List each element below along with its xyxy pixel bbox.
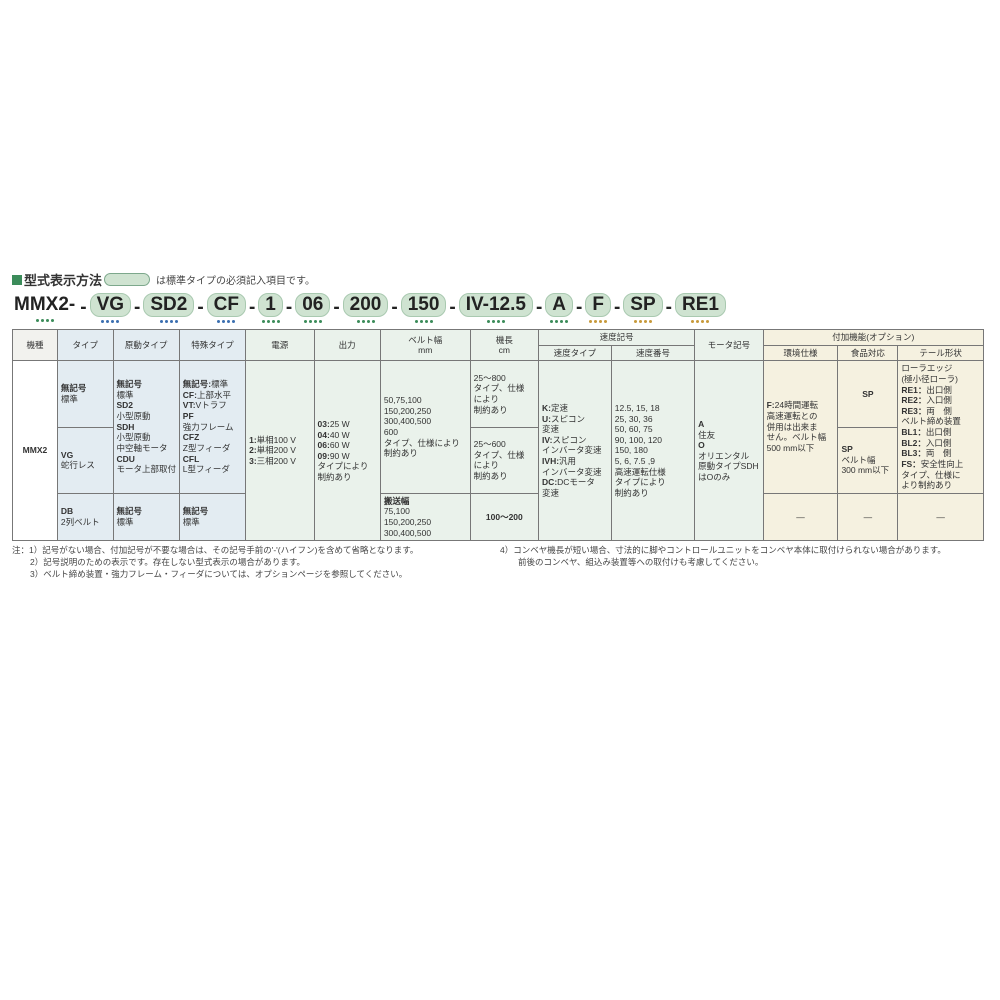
cell-power: 1:単相100 V2:単相200 V3:三相200 V [246,361,314,541]
section-title: 型式表示方法 は標準タイプの必須記入項目です。 [12,270,988,289]
code-seg-6: 200 [343,293,389,317]
hdr-special: 特殊タイプ [179,330,245,361]
hdr-speed: 速度記号 [539,330,695,346]
hdr-option: 付加機能(オプション) [763,330,983,346]
row-db: DB2列ベルト 無記号標準 無記号標準 搬送幅75,100150,200,250… [13,493,984,541]
spec-table: 機種 タイプ 原動タイプ 特殊タイプ 電源 出力 ベルト幅mm 機長cm 速度記… [12,329,984,541]
cell-model: MMX2 [13,361,58,541]
code-seg-5: 06 [295,293,330,317]
header-row-1: 機種 タイプ 原動タイプ 特殊タイプ 電源 出力 ベルト幅mm 機長cm 速度記… [13,330,984,346]
code-seg-4: 1 [258,293,283,317]
cell-food-dash: — [838,493,898,541]
fn-4: 4）コンベヤ機長が短い場合、寸法的に脚やコントロールユニットをコンベヤ本体に取付… [500,544,988,556]
cell-speed-type: K:定速U:スピコン変速IV:スピコンインバータ変速IVH:汎用インバータ変速D… [539,361,612,541]
hdr-speed-num: 速度番号 [611,345,694,361]
hdr-drive: 原動タイプ [113,330,179,361]
cell-type-db: DB2列ベルト [57,493,113,541]
cell-output: 03:25 W04:40 W06:60 W09:90 Wタイプにより制約あり [314,361,380,541]
cell-food-2: SPベルト幅300 mm以下 [838,427,898,493]
title-note: は標準タイプの必須記入項目です。 [156,272,315,287]
cell-len-2: 25〜600タイプ、仕様により制約あり [470,427,538,493]
code-seg-9: A [545,293,573,317]
title-marker [12,275,22,285]
fn-5: 前後のコンベヤ、組込み装置等への取付けも考慮してください。 [500,556,988,568]
code-seg-3: CF [207,293,246,317]
fn-3: 3）ベルト締め装置・強力フレーム・フィーダについては、オプションページを参照して… [12,568,500,580]
cell-env: F:24時間運転高速運転との併用は出来ません。ベルト幅500 mm以下 [763,361,838,494]
cell-len-1: 25〜800タイプ、仕様により制約あり [470,361,538,427]
cell-special-main: 無記号:標準CF:上部水平VT:VトラフPF強力フレームCFZZ型フィーダCFL… [179,361,245,494]
hdr-model: 機種 [13,330,58,361]
hdr-speed-type: 速度タイプ [539,345,612,361]
code-seg-1: VG [90,293,131,317]
footnotes: 注：1）記号がない場合、付加記号が不要な場合は、その記号手前の'-'(ハイフン)… [12,544,988,580]
cell-speed-num: 12.5, 15, 1825, 30, 3650, 60, 7590, 100,… [611,361,694,541]
hdr-food: 食品対応 [838,345,898,361]
cell-len-3: 100〜200 [470,493,538,541]
hdr-power: 電源 [246,330,314,361]
cell-food-1: SP [838,361,898,427]
cell-tail-dash: — [898,493,984,541]
hdr-tail: テール形状 [898,345,984,361]
cell-type-vg: VG蛇行レス [57,427,113,493]
row-std: MMX2 無記号標準 無記号標準SD2小型原動SDH小型原動中空軸モータCDUモ… [13,361,984,427]
fn-1: 注：1）記号がない場合、付加記号が不要な場合は、その記号手前の'-'(ハイフン)… [12,544,500,556]
cell-tail: ローラエッジ(極小径ローラ)RE1：出口側RE2：入口側RE3：両 側ベルト締め… [898,361,984,494]
hdr-motor: モータ記号 [695,330,763,361]
cell-special-2: 無記号標準 [179,493,245,541]
code-seg-10: F [585,293,611,317]
cell-env-dash: — [763,493,838,541]
legend-pill [104,273,150,286]
code-seg-11: SP [623,293,662,317]
code-seg-12: RE1 [675,293,726,317]
fn-2: 2）記号説明のための表示です。存在しない型式表示の場合があります。 [12,556,500,568]
title-text: 型式表示方法 [24,270,102,289]
hdr-width: ベルト幅mm [380,330,470,361]
cell-type-std: 無記号標準 [57,361,113,427]
cell-width-1: 50,75,100150,200,250300,400,500600タイプ、仕様… [380,361,470,494]
code-seg-8: IV-12.5 [459,293,533,317]
cell-drive-main: 無記号標準SD2小型原動SDH小型原動中空軸モータCDUモータ上部取付 [113,361,179,494]
code-seg-0: MMX2- [12,294,77,316]
hdr-output: 出力 [314,330,380,361]
cell-drive-2: 無記号標準 [113,493,179,541]
code-seg-7: 150 [401,293,447,317]
cell-motor: A住友Oオリエンタル原動タイプSDHはOのみ [695,361,763,541]
hdr-env: 環境仕様 [763,345,838,361]
model-code-row: MMX2--VG-SD2-CF-1-06-200-150-IV-12.5-A-F… [12,293,988,323]
cell-width-2: 搬送幅75,100150,200,250300,400,500 [380,493,470,541]
hdr-type: タイプ [57,330,113,361]
hdr-length: 機長cm [470,330,538,361]
code-seg-2: SD2 [143,293,194,317]
